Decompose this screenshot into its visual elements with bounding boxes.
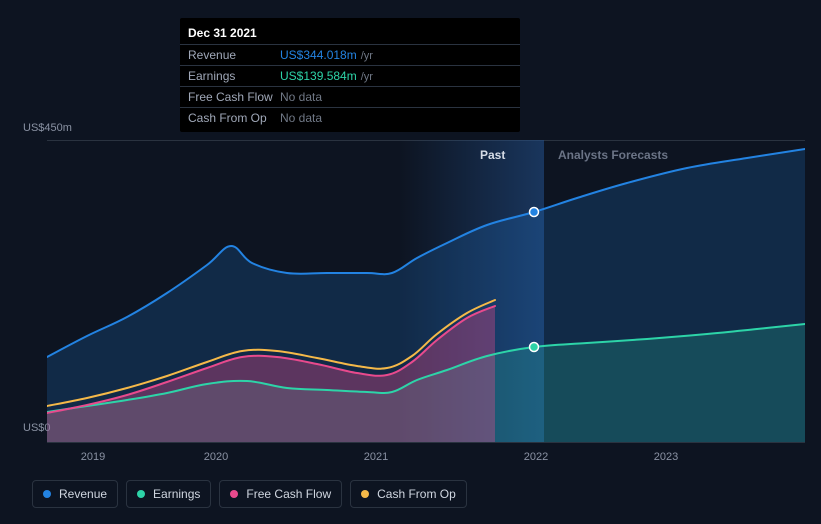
- legend-dot-icon: [137, 490, 145, 498]
- tooltip-row-value: No data: [280, 111, 512, 125]
- tooltip-row-label: Cash From Op: [188, 111, 280, 125]
- legend-item-revenue[interactable]: Revenue: [32, 480, 118, 508]
- marker-revenue: [530, 208, 539, 217]
- legend-dot-icon: [43, 490, 51, 498]
- section-label-forecast: Analysts Forecasts: [558, 148, 668, 162]
- tooltip-row-suffix: /yr: [361, 71, 373, 83]
- section-label-past: Past: [480, 148, 505, 162]
- chart-legend: Revenue Earnings Free Cash Flow Cash From O…: [32, 480, 467, 508]
- x-axis-tick: 2021: [364, 451, 388, 463]
- x-axis-tick: 2023: [654, 451, 678, 463]
- x-axis-tick: 2020: [204, 451, 228, 463]
- legend-item-label: Revenue: [59, 487, 107, 501]
- legend-item-cash_from_op[interactable]: Cash From Op: [350, 480, 467, 508]
- legend-item-label: Free Cash Flow: [246, 487, 331, 501]
- tooltip-row: RevenueUS$344.018m/yr: [180, 45, 520, 66]
- legend-dot-icon: [230, 490, 238, 498]
- plot-area[interactable]: [47, 140, 805, 442]
- tooltip-row-value: No data: [280, 90, 512, 104]
- tooltip-row-label: Revenue: [188, 48, 280, 62]
- financials-chart: US$450m US$0 Past Analysts Forecasts 201…: [16, 0, 805, 524]
- x-axis-tick: 2019: [81, 451, 105, 463]
- x-axis-tick: 2022: [524, 451, 548, 463]
- chart-tooltip: Dec 31 2021 RevenueUS$344.018m/yrEarning…: [180, 18, 520, 132]
- tooltip-row: Cash From OpNo data: [180, 108, 520, 128]
- tooltip-row: Free Cash FlowNo data: [180, 87, 520, 108]
- tooltip-row-suffix: /yr: [361, 50, 373, 62]
- legend-dot-icon: [361, 490, 369, 498]
- marker-earnings: [530, 343, 539, 352]
- tooltip-row-label: Free Cash Flow: [188, 90, 280, 104]
- legend-item-label: Cash From Op: [377, 487, 456, 501]
- gridline-bottom: [47, 442, 805, 443]
- tooltip-row-value: US$344.018m/yr: [280, 48, 512, 62]
- y-axis-label-max: US$450m: [23, 122, 72, 134]
- tooltip-row: EarningsUS$139.584m/yr: [180, 66, 520, 87]
- legend-item-free_cash_flow[interactable]: Free Cash Flow: [219, 480, 342, 508]
- tooltip-row-label: Earnings: [188, 69, 280, 83]
- tooltip-title: Dec 31 2021: [180, 22, 520, 45]
- legend-item-label: Earnings: [153, 487, 200, 501]
- legend-item-earnings[interactable]: Earnings: [126, 480, 211, 508]
- tooltip-row-value: US$139.584m/yr: [280, 69, 512, 83]
